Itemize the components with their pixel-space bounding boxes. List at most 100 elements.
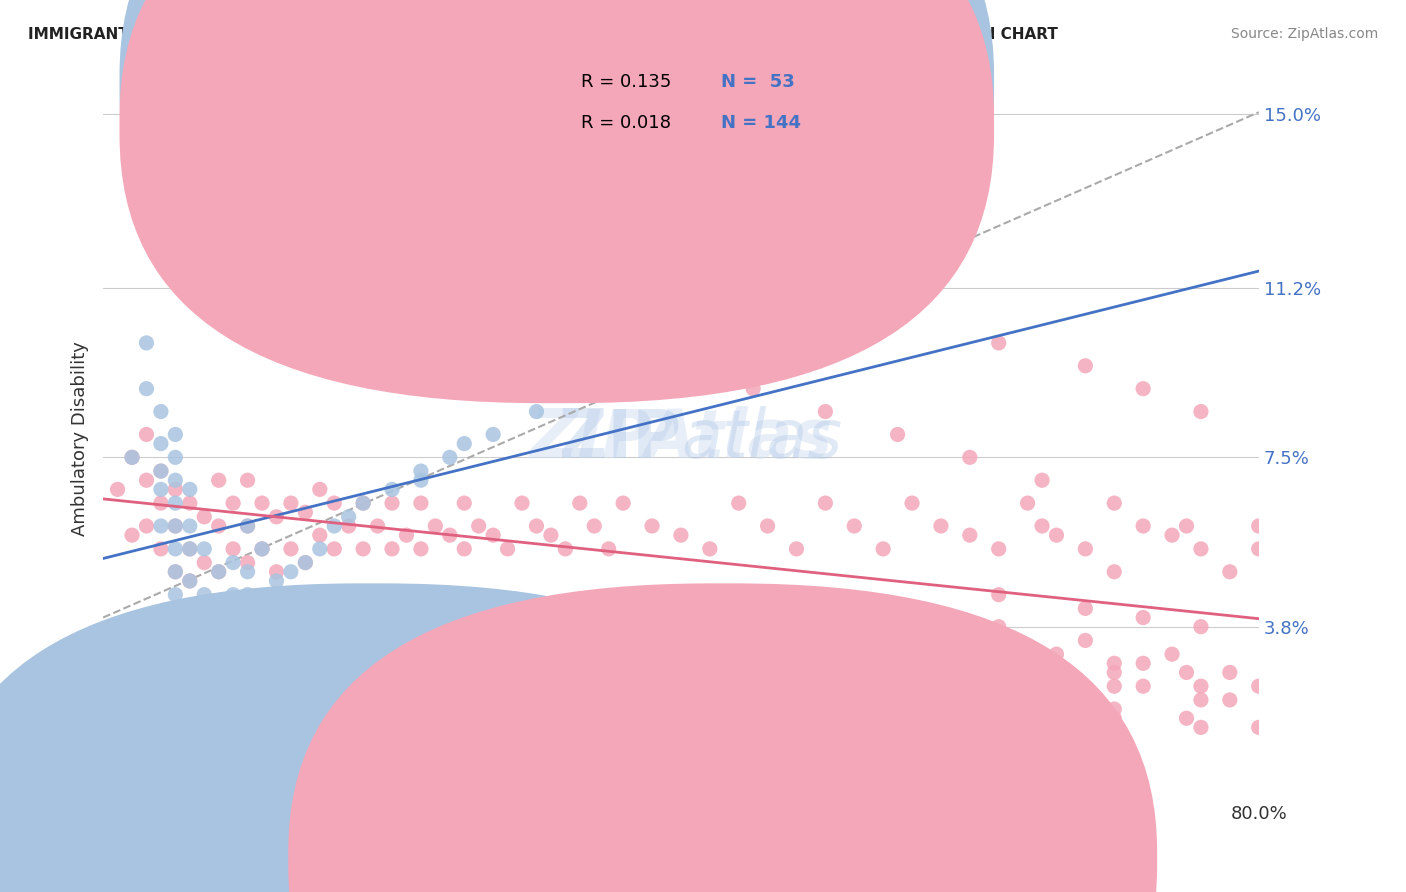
Point	[280, 541, 302, 556]
Point	[1132, 657, 1154, 671]
Point	[165, 565, 187, 579]
Point	[612, 496, 634, 510]
Point	[193, 588, 215, 602]
Point	[742, 335, 765, 350]
Point	[1017, 657, 1039, 671]
Point	[409, 541, 432, 556]
Point	[886, 620, 908, 634]
Point	[149, 436, 172, 450]
Point	[236, 565, 259, 579]
Point	[669, 359, 692, 373]
Point	[425, 519, 447, 533]
Point	[1017, 496, 1039, 510]
Point	[959, 450, 981, 465]
Point	[959, 528, 981, 542]
Point	[526, 519, 548, 533]
Point	[409, 496, 432, 510]
Point	[165, 588, 187, 602]
Point	[756, 519, 779, 533]
Text: Source: ZipAtlas.com: Source: ZipAtlas.com	[1230, 27, 1378, 41]
Point	[381, 483, 404, 497]
Point	[1219, 565, 1241, 579]
Point	[959, 683, 981, 698]
Point	[540, 528, 562, 542]
Point	[1189, 541, 1212, 556]
Point	[814, 610, 837, 624]
Point	[1104, 496, 1126, 510]
Point	[1104, 565, 1126, 579]
Point	[381, 541, 404, 556]
Point	[987, 620, 1010, 634]
Point	[179, 574, 201, 588]
Point	[149, 464, 172, 478]
Point	[1247, 720, 1270, 734]
Point	[149, 496, 172, 510]
Point	[280, 565, 302, 579]
Point	[1045, 528, 1067, 542]
Point	[250, 541, 273, 556]
Point	[526, 404, 548, 418]
Point	[165, 473, 187, 487]
Text: Immigrants from Cabo Verde: Immigrants from Cabo Verde	[373, 847, 612, 865]
Point	[929, 647, 952, 661]
Point	[323, 496, 346, 510]
Point	[236, 556, 259, 570]
Point	[439, 528, 461, 542]
Point	[208, 601, 231, 615]
Point	[1104, 702, 1126, 716]
Point	[409, 464, 432, 478]
Point	[453, 541, 475, 556]
Point	[1074, 359, 1097, 373]
Point	[669, 528, 692, 542]
Point	[337, 519, 360, 533]
Point	[236, 473, 259, 487]
Point	[929, 693, 952, 707]
Point	[1104, 711, 1126, 725]
Point	[439, 450, 461, 465]
Point	[554, 541, 576, 556]
Point	[1132, 610, 1154, 624]
Point	[121, 450, 143, 465]
Point	[165, 450, 187, 465]
Point	[742, 382, 765, 396]
Point	[496, 541, 519, 556]
Point	[149, 483, 172, 497]
Point	[352, 541, 374, 556]
Point	[987, 335, 1010, 350]
Point	[308, 541, 330, 556]
Point	[149, 464, 172, 478]
Point	[1175, 711, 1198, 725]
Point	[1247, 519, 1270, 533]
Point	[1247, 679, 1270, 693]
Point	[135, 473, 157, 487]
Point	[1132, 679, 1154, 693]
Point	[367, 519, 389, 533]
Point	[208, 473, 231, 487]
Point	[308, 483, 330, 497]
Point	[208, 565, 231, 579]
Point	[1017, 665, 1039, 680]
Point	[598, 541, 620, 556]
Point	[844, 679, 866, 693]
Point	[352, 496, 374, 510]
Point	[886, 427, 908, 442]
Point	[598, 382, 620, 396]
Point	[1247, 541, 1270, 556]
Point	[208, 633, 231, 648]
Point	[1074, 541, 1097, 556]
Point	[583, 519, 606, 533]
Point	[381, 496, 404, 510]
Point	[482, 427, 505, 442]
Point	[669, 359, 692, 373]
Point	[179, 496, 201, 510]
Point	[165, 565, 187, 579]
Point	[785, 541, 807, 556]
Point	[280, 496, 302, 510]
Point	[1132, 382, 1154, 396]
Point	[135, 519, 157, 533]
Point	[1017, 702, 1039, 716]
Point	[337, 509, 360, 524]
Point	[149, 541, 172, 556]
Point	[294, 505, 316, 519]
Point	[1031, 647, 1053, 661]
